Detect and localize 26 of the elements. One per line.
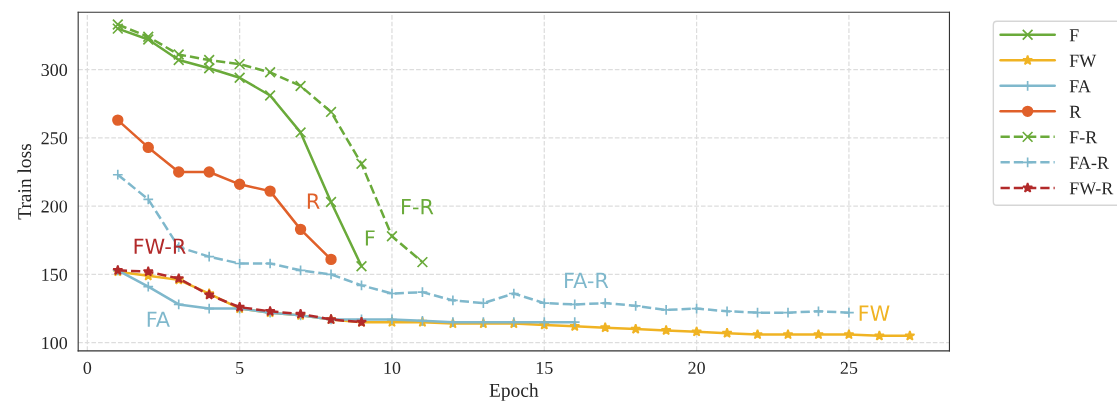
- x-tick-label: 20: [688, 361, 705, 374]
- annotation: FA: [147, 311, 170, 327]
- x-axis-title: Epoch: [489, 383, 539, 401]
- x-tick-label: 25: [840, 361, 858, 374]
- legend-label: FW-R: [1069, 182, 1114, 195]
- y-tick-label: 200: [41, 200, 68, 213]
- annotation: R: [307, 193, 320, 209]
- annotation: FW: [859, 305, 890, 321]
- legend-label: F: [1069, 29, 1079, 42]
- x-tick-label: 0: [83, 361, 92, 374]
- annotation: F-R: [402, 198, 434, 215]
- annotation: F: [365, 230, 375, 246]
- y-tick-label: 250: [41, 132, 68, 145]
- legend-label: FA: [1069, 80, 1091, 93]
- x-tick-label: 15: [536, 361, 553, 374]
- y-tick-label: 300: [41, 63, 68, 77]
- y-tick-label: 150: [42, 268, 68, 281]
- x-tick-label: 5: [236, 362, 244, 374]
- legend-label: R: [1069, 105, 1082, 118]
- legend-label: FA-R: [1069, 156, 1109, 169]
- legend-label: F-R: [1069, 131, 1098, 144]
- y-tick-label: 100: [42, 336, 68, 350]
- legend-label: FW: [1069, 54, 1097, 67]
- y-axis-title: Train loss: [17, 143, 32, 220]
- annotation: FA-R: [565, 272, 609, 288]
- x-tick-label: 10: [384, 361, 401, 374]
